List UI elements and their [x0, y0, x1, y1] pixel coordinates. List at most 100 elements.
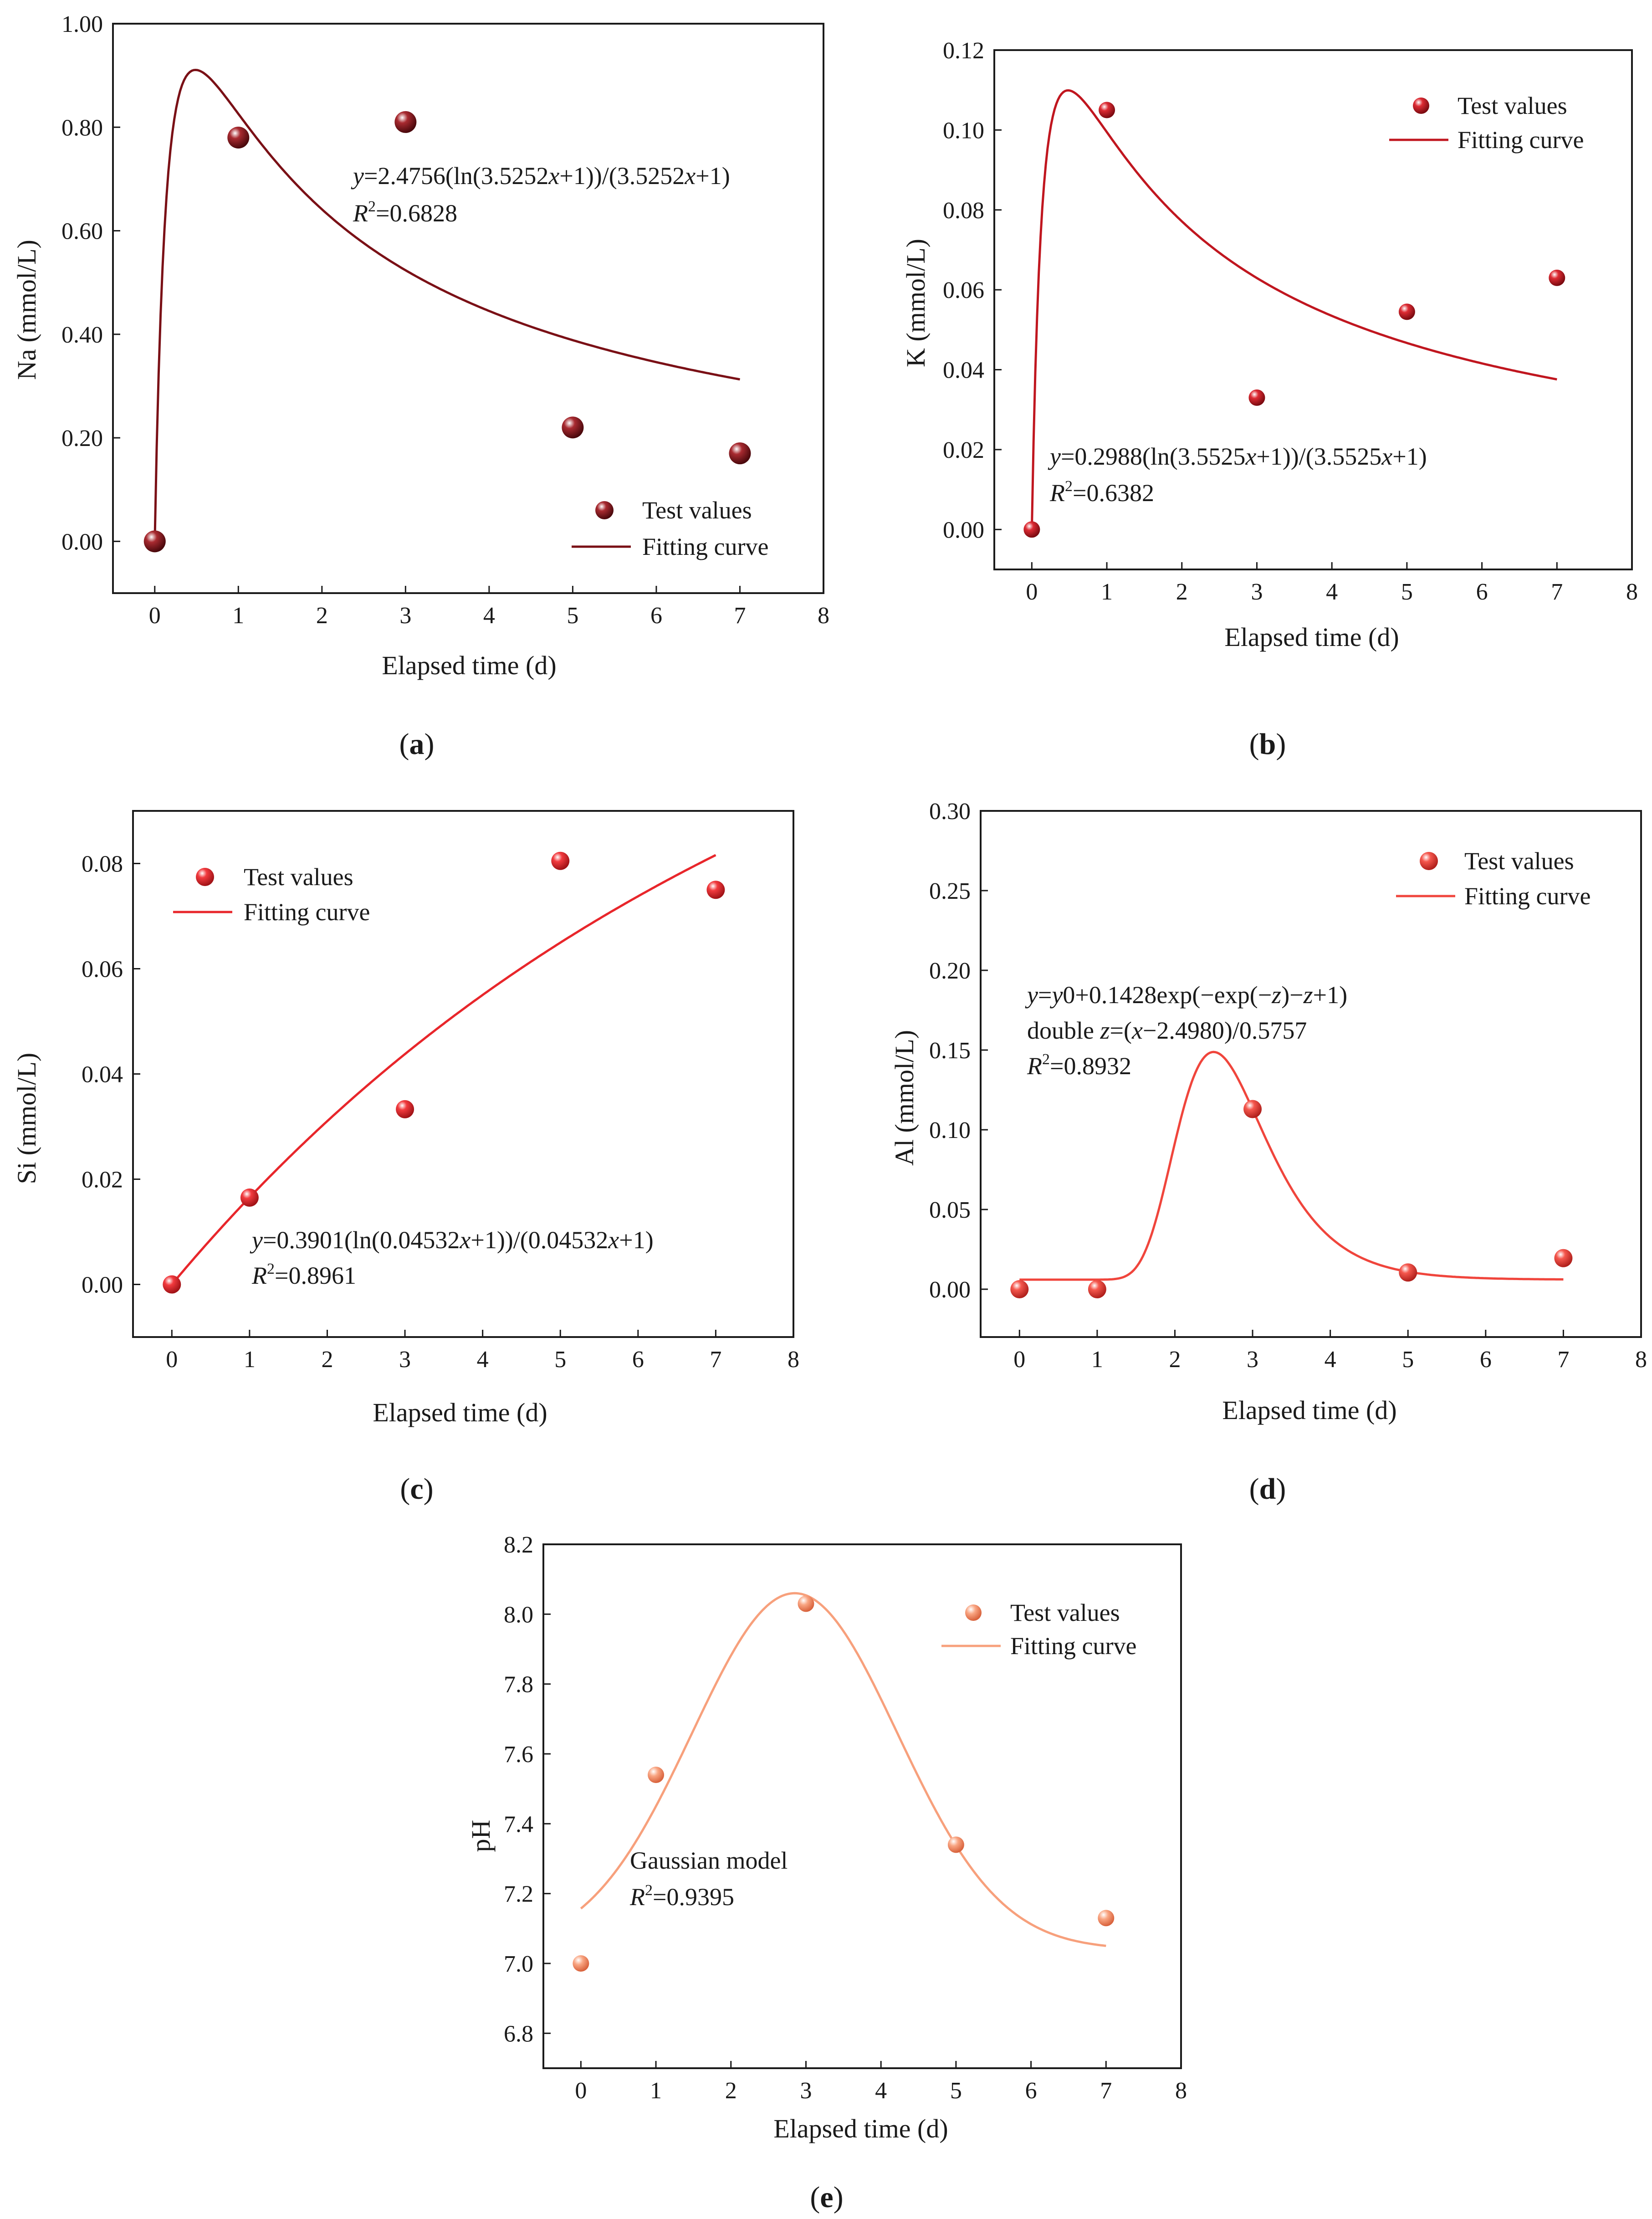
x-tick-label: 7 — [710, 1347, 721, 1373]
panel-c-frame — [132, 810, 794, 1338]
y-tick-label: 0.10 — [929, 1117, 971, 1143]
data-point — [1398, 303, 1415, 320]
panel-e-points — [573, 1595, 1115, 1972]
x-tick-label: 6 — [1025, 2078, 1037, 2104]
x-tick-label: 3 — [800, 2078, 812, 2104]
legend-label-test-values: Test values — [1464, 847, 1574, 875]
panel-b-legend: Test values Fitting curve — [1389, 92, 1584, 154]
x-tick-label: 8 — [1175, 2078, 1187, 2104]
x-tick-label: 3 — [399, 603, 411, 629]
y-tick-label: 0.02 — [943, 437, 984, 463]
data-point — [1098, 1910, 1115, 1927]
r-squared-line: R2=0.6382 — [1049, 478, 1154, 507]
panel-d: 0 1 2 3 4 5 6 7 8 0.00 0.05 0.10 0.15 0.20 0.25 0.30 Te… — [890, 799, 1647, 1506]
equation-line: y=0.3901(ln(0.04532x+1))/(0.04532x+1) — [250, 1226, 654, 1254]
y-tick-label: 0.02 — [82, 1167, 123, 1193]
y-tick-label: 8.2 — [504, 1532, 533, 1558]
x-tick-label: 2 — [1169, 1347, 1181, 1373]
x-tick-label: 0 — [1013, 1347, 1025, 1373]
x-tick-label: 4 — [477, 1347, 489, 1373]
y-tick-label: 7.8 — [504, 1672, 533, 1698]
data-point — [1088, 1280, 1106, 1298]
y-tick-label: 7.0 — [504, 1951, 533, 1977]
y-tick-label: 0.10 — [943, 118, 984, 143]
data-point — [798, 1595, 814, 1612]
panel-a: 0 1 2 3 4 5 6 7 8 0.00 0.20 0.40 0.60 0.80 1.00 Test v… — [12, 11, 829, 761]
data-point — [1243, 1100, 1262, 1118]
data-point — [143, 530, 166, 553]
data-point — [227, 127, 250, 149]
x-tick-label: 5 — [567, 603, 578, 629]
data-point — [396, 1100, 414, 1118]
panel-e-xlabel: Elapsed time (d) — [773, 2114, 948, 2143]
panel-c-legend: Test values Fitting curve — [173, 863, 370, 926]
panel-c-caption: (c) — [400, 1472, 433, 1506]
panel-d-xlabel: Elapsed time (d) — [1222, 1395, 1396, 1425]
panel-c: 0 1 2 3 4 5 6 7 8 0.00 0.02 0.04 0.06 0.08 Test value… — [12, 810, 799, 1506]
panel-e: 0 1 2 3 4 5 6 7 8 6.8 7.0 7.2 7.4 7.6 7.8 8.0 8.2 Test v… — [466, 1532, 1187, 2214]
panel-d-equation: y=y0+0.1428exp(−exp(−z)−z+1) double z=(x… — [1025, 981, 1347, 1080]
x-tick-label: 7 — [1551, 579, 1563, 605]
equation-line-1: y=y0+0.1428exp(−exp(−z)−z+1) — [1025, 981, 1347, 1009]
panel-a-equation: y=2.4756(ln(3.5252x+1))/(3.5252x+1) R2=0… — [351, 162, 730, 227]
x-tick-label: 8 — [1635, 1347, 1647, 1373]
x-tick-label: 0 — [166, 1347, 178, 1373]
x-tick-label: 6 — [1476, 579, 1488, 605]
y-tick-label: 6.8 — [504, 2021, 533, 2047]
x-tick-label: 8 — [788, 1347, 799, 1373]
y-tick-label: 0.20 — [61, 425, 103, 451]
y-tick-label: 0.60 — [61, 219, 103, 245]
y-tick-label: 0.00 — [82, 1272, 123, 1298]
x-tick-label: 1 — [244, 1347, 256, 1373]
data-point — [648, 1767, 665, 1783]
data-point — [240, 1188, 259, 1207]
legend-marker-test-values — [965, 1604, 982, 1621]
panel-b-caption: (b) — [1249, 728, 1286, 761]
data-point — [1399, 1263, 1417, 1282]
y-tick-label: 0.12 — [943, 38, 984, 64]
x-tick-label: 0 — [1026, 579, 1038, 605]
x-tick-label: 1 — [1091, 1347, 1103, 1373]
legend-label-fitting-curve: Fitting curve — [1010, 1632, 1136, 1660]
legend-label-fitting-curve: Fitting curve — [1464, 882, 1591, 910]
panel-a-xlabel: Elapsed time (d) — [382, 651, 556, 680]
x-tick-label: 7 — [1557, 1347, 1569, 1373]
data-point — [1023, 521, 1040, 538]
x-tick-label: 1 — [650, 2078, 662, 2104]
x-tick-label: 2 — [321, 1347, 333, 1373]
panel-a-ylabel: Na (mmol/L) — [12, 240, 41, 380]
panel-e-annotation: Gaussian model R2=0.9395 — [629, 1847, 788, 1911]
x-tick-label: 3 — [1251, 579, 1263, 605]
equation-line-2: double z=(x−2.4980)/0.5757 — [1027, 1017, 1307, 1044]
panel-e-ylabel: pH — [466, 1820, 496, 1852]
y-tick-label: 0.30 — [929, 799, 971, 825]
x-tick-label: 7 — [1100, 2078, 1112, 2104]
panel-d-frame — [980, 810, 1642, 1338]
y-tick-label: 0.20 — [929, 958, 971, 984]
y-tick-label: 7.6 — [504, 1742, 533, 1768]
x-tick-label: 6 — [1480, 1347, 1492, 1373]
y-tick-label: 0.04 — [82, 1062, 123, 1088]
x-tick-label: 5 — [554, 1347, 566, 1373]
x-tick-label: 6 — [632, 1347, 644, 1373]
y-tick-label: 0.08 — [943, 198, 984, 224]
panel-d-fit-curve — [1019, 1051, 1564, 1281]
y-tick-label: 0.80 — [61, 115, 103, 141]
x-tick-label: 3 — [1247, 1347, 1258, 1373]
x-tick-label: 4 — [1325, 1347, 1336, 1373]
panel-b-fit-curve — [1030, 89, 1557, 530]
r-squared-line: R2=0.8932 — [1027, 1051, 1131, 1080]
legend-label-fitting-curve: Fitting curve — [244, 898, 370, 926]
data-point — [947, 1836, 964, 1853]
y-tick-label: 0.00 — [943, 517, 984, 543]
x-tick-label: 5 — [950, 2078, 962, 2104]
data-point — [551, 851, 570, 870]
data-point — [706, 881, 725, 899]
legend-marker-test-values — [1413, 97, 1429, 114]
panel-c-ylabel: Si (mmol/L) — [12, 1053, 41, 1184]
y-tick-label: 0.00 — [61, 529, 103, 555]
legend-label-test-values: Test values — [1458, 92, 1567, 119]
equation-line: y=2.4756(ln(3.5252x+1))/(3.5252x+1) — [351, 162, 730, 190]
y-tick-label: 0.40 — [61, 322, 103, 348]
